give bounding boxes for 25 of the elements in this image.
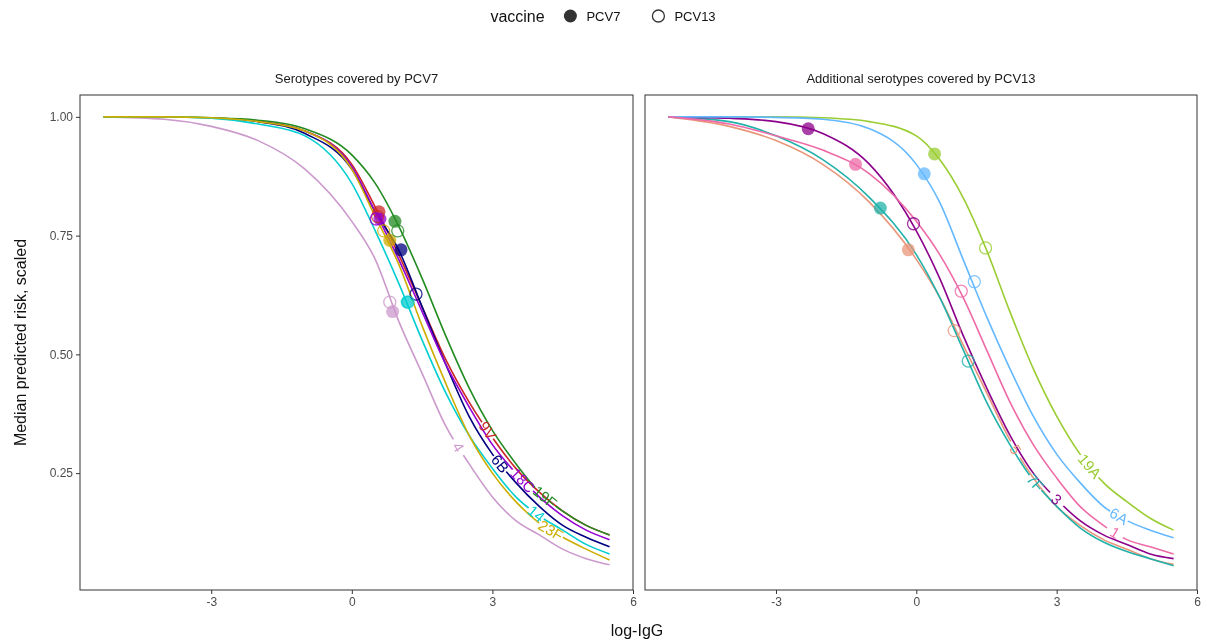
text: 9V [475,418,500,443]
x-tick-label: -3 [771,594,783,609]
x-tick-label: 3 [1053,594,1061,609]
x-tick-label: 3 [489,594,497,609]
x-tick-label: 6 [630,594,638,609]
text: 3 [1047,490,1066,509]
y-tick-label: 1.00 [49,110,74,125]
x-axis-title: log-IgG [610,622,664,639]
x-tick-label: 6 [1194,594,1202,609]
text: 19A [1074,450,1105,482]
y-tick-label: 0.25 [49,466,74,481]
text: 5 [1006,441,1026,458]
text: 7F [1023,470,1048,495]
chart-title: Serotypes covered by PCV7 [274,71,439,86]
x-tick-label: 0 [348,594,356,609]
text: 4 [449,439,469,456]
x-tick-label: -3 [206,594,218,609]
legend-title: vaccine [490,7,545,25]
text: PCV13 [674,8,716,24]
y-axis-title: Median predicted risk, scaled [12,238,29,447]
y-tick-label: 0.50 [49,347,74,362]
chart-title: Additional serotypes covered by PCV13 [806,71,1036,86]
x-tick-label: 0 [913,594,921,609]
text: PCV7 [586,8,621,24]
y-tick-label: 0.75 [49,228,74,243]
